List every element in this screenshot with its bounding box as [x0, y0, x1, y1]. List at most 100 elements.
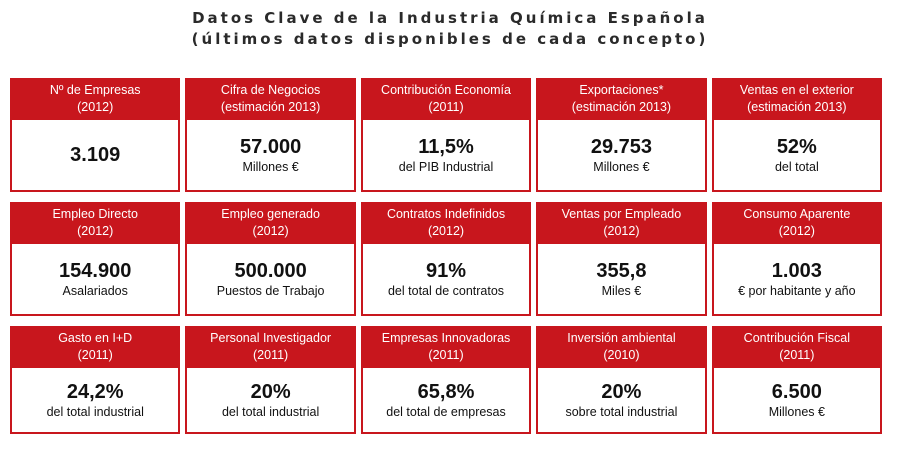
stat-header: Consumo Aparente (2012) — [713, 202, 881, 244]
stat-period: (2011) — [77, 348, 113, 362]
stat-period: (estimación 2013) — [571, 100, 672, 114]
stat-unit: sobre total industrial — [565, 404, 678, 419]
stat-period: (estimación 2013) — [220, 100, 321, 114]
stat-unit: Miles € — [601, 283, 642, 298]
stat-unit: del PIB Industrial — [398, 159, 494, 174]
stat-unit: del total de empresas — [386, 404, 506, 419]
stat-card: Empleo generado (2012) 500.000 Puestos d… — [185, 202, 356, 316]
stat-body: 11,5% del PIB Industrial — [362, 120, 530, 190]
stat-value: 91% — [426, 259, 467, 282]
stat-label: Personal Investigador — [210, 331, 332, 345]
title-line-1: Datos Clave de la Industria Química Espa… — [192, 9, 708, 27]
stat-value: 154.900 — [59, 259, 132, 282]
stat-value: 20% — [250, 380, 291, 403]
stat-period: (2012) — [778, 224, 815, 238]
stat-label: Ventas en el exterior — [739, 83, 854, 97]
stat-header: Empleo generado (2012) — [187, 202, 354, 244]
stat-card: Empresas Innovadoras (2011) 65,8% del to… — [360, 326, 532, 434]
stat-unit: Millones € — [593, 159, 650, 174]
stat-body: 65,8% del total de empresas — [362, 368, 530, 432]
stat-header: Ventas por Empleado (2012) — [538, 202, 705, 244]
stat-body: 355,8 Miles € — [538, 244, 705, 314]
stat-value: 52% — [776, 135, 817, 158]
stat-unit: € por habitante y año — [738, 283, 856, 298]
stat-label: Exportaciones* — [579, 83, 664, 97]
stat-body: 500.000 Puestos de Trabajo — [187, 244, 354, 314]
stat-body: 154.900 Asalariados — [12, 244, 179, 314]
stat-unit: Puestos de Trabajo — [216, 283, 325, 298]
stat-label: Inversión ambiental — [567, 331, 676, 345]
stat-card: Empleo Directo (2012) 154.900 Asalariado… — [10, 202, 181, 316]
stat-unit: del total — [774, 159, 819, 174]
stat-label: Contratos Indefinidos — [386, 207, 506, 221]
stat-period: (2010) — [603, 348, 640, 362]
stat-header: Nº de Empresas (2012) — [12, 78, 179, 120]
stat-value: 500.000 — [234, 259, 307, 282]
stat-card: Personal Investigador (2011) 20% del tot… — [185, 326, 356, 434]
stat-period: (2011) — [428, 348, 464, 362]
stat-label: Cifra de Negocios — [220, 83, 321, 97]
stat-period: (estimación 2013) — [747, 100, 847, 114]
stat-header: Empleo Directo (2012) — [12, 202, 179, 244]
stat-body: 52% del total — [713, 120, 881, 190]
stat-label: Nº de Empresas — [49, 83, 141, 97]
stat-label: Empleo Directo — [52, 207, 138, 221]
stat-value: 11,5% — [418, 135, 474, 158]
stat-value: 6.500 — [771, 380, 822, 403]
stat-period: (2011) — [779, 348, 815, 362]
stat-period: (2012) — [603, 224, 640, 238]
stat-header: Inversión ambiental (2010) — [538, 326, 705, 368]
stat-card: Cifra de Negocios (estimación 2013) 57.0… — [185, 78, 356, 192]
stat-body: 3.109 — [12, 120, 179, 190]
stat-body: 6.500 Millones € — [713, 368, 881, 432]
stat-period: (2011) — [253, 348, 289, 362]
stat-label: Contribución Economía — [381, 83, 511, 97]
stat-value: 65,8% — [417, 380, 475, 403]
stat-unit: del total industrial — [221, 404, 320, 419]
stat-card: Gasto en I+D (2011) 24,2% del total indu… — [10, 326, 181, 434]
stat-card: Exportaciones* (estimación 2013) 29.753 … — [536, 78, 707, 192]
stat-label: Empleo generado — [221, 207, 320, 221]
stat-header: Exportaciones* (estimación 2013) — [538, 78, 705, 120]
stat-header: Cifra de Negocios (estimación 2013) — [187, 78, 354, 120]
stat-label: Contribución Fiscal — [743, 331, 850, 345]
stat-period: (2012) — [252, 224, 289, 238]
stat-period: (2012) — [427, 224, 465, 238]
stat-body: 20% sobre total industrial — [538, 368, 705, 432]
data-row-3: Gasto en I+D (2011) 24,2% del total indu… — [10, 326, 883, 434]
stat-value: 355,8 — [596, 259, 647, 282]
stat-card: Contratos Indefinidos (2012) 91% del tot… — [360, 202, 532, 316]
stat-header: Ventas en el exterior (estimación 2013) — [713, 78, 881, 120]
stat-header: Gasto en I+D (2011) — [12, 326, 179, 368]
title-line-2: (últimos datos disponibles de cada conce… — [191, 30, 709, 48]
stat-header: Personal Investigador (2011) — [187, 326, 354, 368]
stat-body: 1.003 € por habitante y año — [713, 244, 881, 314]
stat-unit: Asalariados — [62, 283, 128, 298]
stat-value: 24,2% — [66, 380, 124, 403]
stat-period: (2012) — [77, 224, 114, 238]
stat-body: 29.753 Millones € — [538, 120, 705, 190]
stat-value: 1.003 — [771, 259, 822, 282]
stat-card: Ventas en el exterior (estimación 2013) … — [711, 78, 883, 192]
stat-body: 24,2% del total industrial — [12, 368, 179, 432]
stat-card: Ventas por Empleado (2012) 355,8 Miles € — [536, 202, 707, 316]
stat-unit: Millones € — [768, 404, 825, 419]
stat-label: Empresas Innovadoras — [381, 331, 511, 345]
stat-header: Contribución Economía (2011) — [362, 78, 530, 120]
stat-unit: Millones € — [242, 159, 299, 174]
stat-value: 57.000 — [240, 135, 302, 158]
stat-label: Ventas por Empleado — [561, 207, 682, 221]
key-data-grid: Nº de Empresas (2012) 3.109 Cifra de Neg… — [10, 78, 883, 444]
stat-card: Inversión ambiental (2010) 20% sobre tot… — [536, 326, 707, 434]
stat-period: (2011) — [428, 100, 464, 114]
stat-card: Contribución Economía (2011) 11,5% del P… — [360, 78, 532, 192]
data-row-2: Empleo Directo (2012) 154.900 Asalariado… — [10, 202, 883, 316]
stat-card: Contribución Fiscal (2011) 6.500 Millone… — [711, 326, 883, 434]
stat-value: 29.753 — [590, 135, 652, 158]
stat-body: 20% del total industrial — [187, 368, 354, 432]
stat-header: Contribución Fiscal (2011) — [713, 326, 881, 368]
page-title: Datos Clave de la Industria Química Espa… — [0, 0, 900, 50]
stat-header: Empresas Innovadoras (2011) — [362, 326, 530, 368]
stat-value: 20% — [601, 380, 642, 403]
stat-body: 57.000 Millones € — [187, 120, 354, 190]
